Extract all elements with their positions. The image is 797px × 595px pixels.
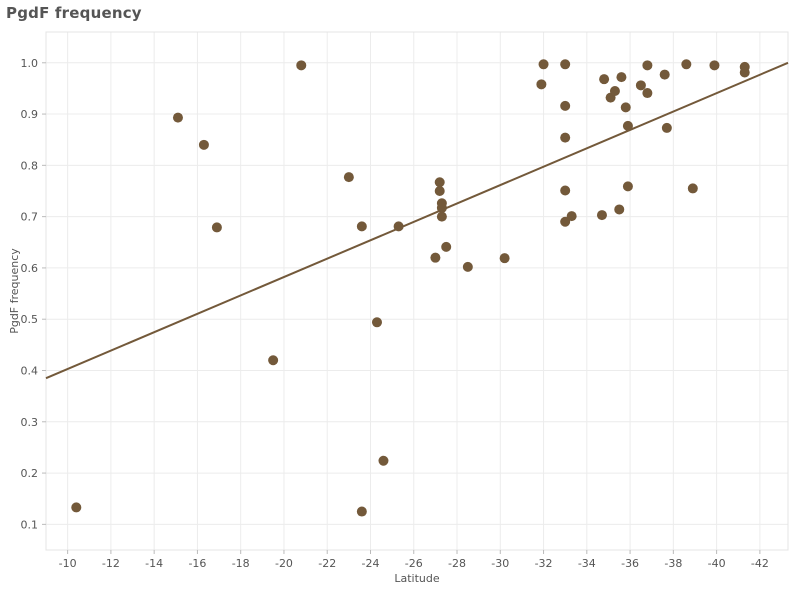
x-tick-label: -20 — [275, 557, 293, 570]
plot-border — [45, 31, 789, 551]
data-point — [635, 80, 646, 91]
x-axis-label: Latitude — [394, 572, 440, 585]
trend-line — [45, 61, 789, 380]
x-tick-label: -34 — [578, 557, 596, 570]
data-point — [296, 60, 307, 71]
x-tick-label: -16 — [188, 557, 206, 570]
x-tick-label: -28 — [448, 557, 466, 570]
data-point — [560, 185, 571, 196]
grid — [46, 32, 788, 550]
data-point — [393, 221, 404, 232]
x-tick-label: -24 — [362, 557, 380, 570]
y-tick-label: 0.3 — [21, 416, 39, 429]
x-tick-label: -38 — [664, 557, 682, 570]
x-tick-label: -30 — [491, 557, 509, 570]
x-tick-label: -26 — [405, 557, 423, 570]
data-point — [560, 100, 571, 111]
data-point — [172, 112, 183, 123]
data-point — [659, 69, 670, 80]
x-tick-label: -42 — [751, 557, 769, 570]
x-tick-label: -32 — [535, 557, 553, 570]
x-tick-label: -12 — [102, 557, 120, 570]
y-tick-label: 0.9 — [21, 108, 39, 121]
data-point — [378, 455, 389, 466]
data-point — [642, 88, 653, 99]
data-point — [71, 502, 82, 513]
data-point — [709, 60, 720, 71]
data-point — [616, 72, 627, 83]
data-point — [198, 139, 209, 150]
x-tick-label: -18 — [232, 557, 250, 570]
data-point — [436, 202, 447, 213]
x-axis: -10 -12 -14 -16 -18 -20 -22 -24 -26 -28 -30 -32 -34 -… — [59, 550, 769, 570]
y-tick-label: 0.5 — [21, 313, 39, 326]
data-point — [620, 102, 631, 113]
x-tick-label: -10 — [59, 557, 77, 570]
x-tick-label: -36 — [621, 557, 639, 570]
data-point — [596, 210, 607, 221]
data-point — [599, 74, 610, 85]
data-point — [681, 59, 692, 70]
data-point — [371, 317, 382, 328]
data-point — [434, 185, 445, 196]
data-point — [622, 181, 633, 192]
y-tick-label: 0.2 — [21, 467, 39, 480]
data-point — [609, 85, 620, 96]
data-point — [661, 122, 672, 133]
data-point — [356, 506, 367, 517]
y-tick-label: 1.0 — [21, 57, 39, 70]
y-tick-label: 0.4 — [21, 364, 39, 377]
y-tick-label: 0.8 — [21, 159, 39, 172]
x-tick-label: -40 — [708, 557, 726, 570]
data-point — [566, 211, 577, 222]
data-point — [739, 67, 750, 78]
data-point — [211, 222, 222, 233]
y-axis-label: PgdF frequency — [8, 248, 21, 334]
data-point — [560, 216, 571, 227]
y-tick-label: 0.6 — [21, 262, 39, 275]
data-point — [622, 120, 633, 131]
data-point — [441, 241, 452, 252]
y-tick-label: 0.1 — [21, 518, 39, 531]
y-axis: 0.1 0.2 0.3 0.4 0.5 0.6 0.7 0.8 0.9 1.0 — [21, 57, 46, 531]
data-points — [71, 59, 750, 517]
page-title: PgdF frequency — [6, 4, 142, 22]
data-point — [343, 172, 354, 183]
data-point — [434, 177, 445, 188]
data-point — [499, 253, 510, 264]
data-point — [687, 183, 698, 194]
data-point — [356, 221, 367, 232]
x-tick-label: -22 — [318, 557, 336, 570]
data-point — [462, 261, 473, 272]
data-point — [642, 60, 653, 71]
data-point — [560, 59, 571, 70]
data-point — [430, 252, 441, 263]
data-point — [536, 79, 547, 90]
y-tick-label: 0.7 — [21, 211, 39, 224]
data-point — [268, 355, 279, 366]
data-point — [614, 204, 625, 215]
x-tick-label: -14 — [145, 557, 163, 570]
data-point — [436, 211, 447, 222]
data-point — [560, 132, 571, 143]
data-point — [538, 59, 549, 70]
